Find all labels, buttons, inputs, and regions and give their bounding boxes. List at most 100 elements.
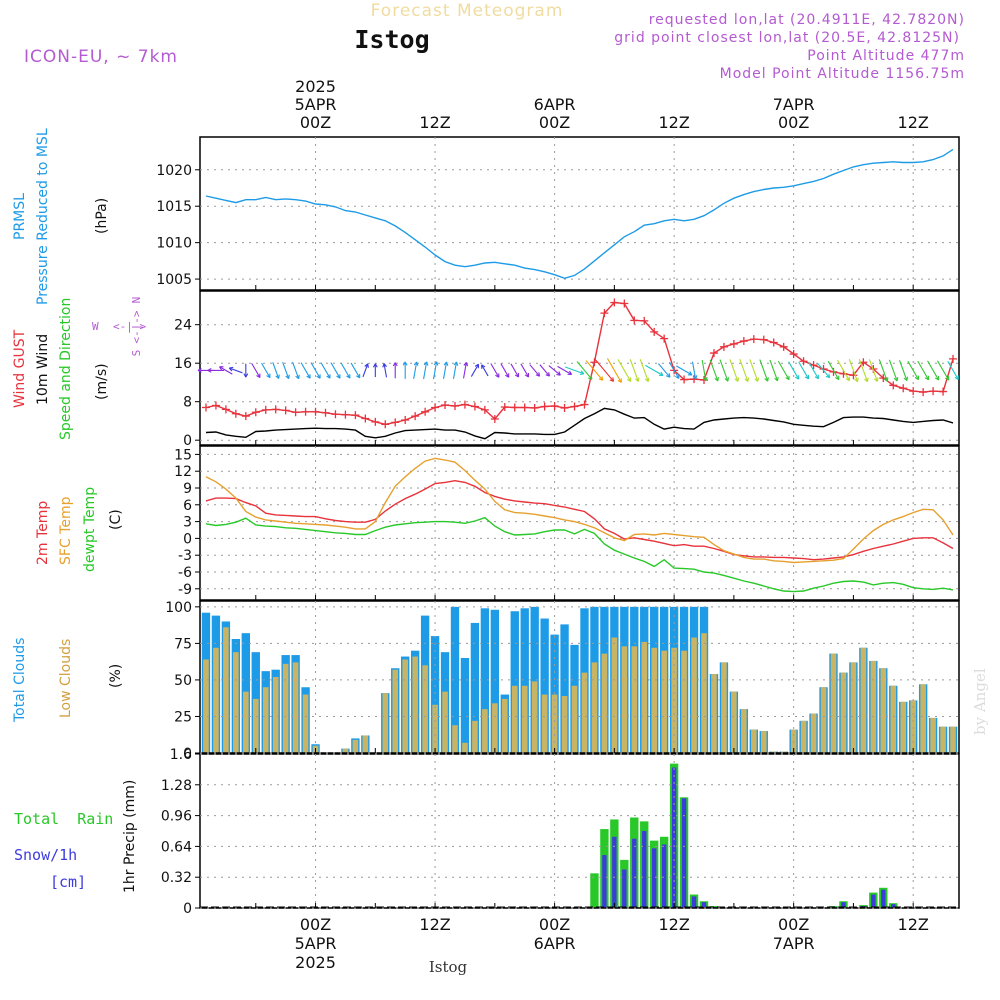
y-tick-label: 0 [183, 531, 192, 547]
y-tick-label: 3 [183, 515, 192, 531]
y-tick-label: 1010 [156, 236, 192, 252]
panel-frame [199, 136, 960, 291]
low-cloud-bar [651, 647, 657, 753]
low-cloud-bar [681, 650, 687, 753]
snow-bar [671, 767, 677, 908]
wind-arrow-head [854, 377, 859, 383]
wind-arrow [868, 359, 878, 382]
wind-unit: (m/s) [94, 363, 110, 400]
gust-marker [421, 407, 430, 416]
low-cloud-bar [551, 694, 558, 753]
wind-arrow-head [423, 361, 429, 366]
low-cloud-bar [621, 646, 628, 753]
wind-arrow [340, 362, 351, 379]
low-cloud-bar [661, 650, 667, 753]
wind-arrow-head [835, 375, 840, 381]
bottom-time-label: 00Z [300, 915, 331, 934]
snow-bar [602, 855, 607, 908]
wind-arrow-head [295, 374, 300, 380]
wind-arrow-head [514, 372, 520, 378]
bottom-time-label: 7APR [773, 934, 815, 953]
low-cloud-bar [860, 647, 867, 753]
low-cloud-bar [721, 662, 727, 753]
wind-arrow-head [864, 377, 869, 383]
low-cloud-bar [870, 660, 877, 753]
gust-marker [620, 299, 629, 308]
compass-west: W [92, 320, 99, 333]
low-cloud-bar [233, 652, 239, 753]
bottom-time-label: 6APR [534, 934, 576, 953]
wind-arrow [676, 365, 693, 376]
low-cloud-bar [462, 742, 468, 753]
gust-marker [759, 335, 768, 344]
wind-arrow [576, 361, 593, 380]
gust-marker [331, 410, 340, 419]
gust-marker [600, 309, 609, 318]
gust-marker [361, 414, 370, 423]
low-cloud-bar [402, 659, 408, 753]
total-cloud-bar [560, 624, 569, 753]
temp-dewpt-line [205, 516, 954, 593]
wind-arrow [658, 363, 671, 378]
wind-arrow [292, 361, 300, 379]
wind-arrow [788, 361, 800, 380]
gust-marker [570, 402, 579, 411]
wind-arrow-head [336, 374, 341, 379]
wind-arrow [510, 363, 520, 378]
wind-arrow [645, 364, 664, 376]
wind-arrow [539, 364, 550, 377]
wind-arrow-head [804, 374, 810, 380]
clouds-unit: (%) [108, 664, 124, 688]
wind-arrow-head [903, 376, 909, 382]
low-cloud-bar [561, 696, 568, 753]
low-cloud-bar [223, 627, 229, 753]
low-cloud-bar [352, 739, 359, 753]
wind-arrow [282, 361, 290, 379]
wind-arrow [320, 362, 331, 379]
y-tick-label: 1020 [156, 163, 192, 179]
gust-marker [540, 402, 549, 411]
precip-legend-snow-unit: [cm] [50, 873, 86, 891]
wind-arrow-head [893, 376, 899, 382]
top-time-label: 2025 [295, 77, 336, 96]
footer-station: Istog [429, 958, 468, 976]
wind-arrow-head [556, 371, 561, 376]
wind-arrow [490, 363, 500, 378]
wind-arrow-head [382, 363, 387, 368]
y-tick-label: 6 [183, 498, 192, 514]
total-cloud-bar [430, 636, 440, 753]
wind-arrow-head [658, 371, 664, 377]
compass-legend: W <-|-> N <-|-> S [92, 297, 146, 357]
low-cloud-bar [442, 691, 448, 753]
wind-arrow-head [495, 373, 500, 378]
wind-arrow-head [626, 377, 632, 382]
gust-marker [939, 387, 948, 396]
gust-marker [640, 316, 649, 325]
rain-bar [590, 873, 599, 908]
requested-coords: requested lon,lat (20.4911E, 42.7820N) [649, 12, 965, 28]
wind-arrow-head [545, 372, 550, 377]
y-tick-label: 25 [174, 709, 192, 725]
wind-arrow [585, 360, 604, 381]
wind-arrow [300, 362, 311, 379]
snow-bar [661, 844, 667, 908]
low-cloud-bar [492, 703, 498, 753]
gust-marker [610, 298, 619, 307]
precip-panel: 0 0.32 0.64 0.96 1.28 1.6 [161, 747, 960, 917]
gust-marker [650, 327, 659, 336]
low-cloud-bar [422, 665, 428, 753]
gust-marker [500, 402, 509, 411]
wind-arrow-head [845, 376, 850, 382]
snow-bar [701, 902, 707, 908]
wind-panel: 0 8 16 24 [174, 290, 960, 449]
top-time-label: 00Z [539, 113, 570, 132]
wind-arrow-head [744, 377, 750, 382]
low-cloud-bar [382, 693, 389, 753]
wind-arrow [251, 362, 261, 378]
wind-arrow [827, 360, 840, 380]
wind-arrow [769, 359, 779, 382]
wind-arrow-head [724, 377, 730, 382]
gust-marker [680, 375, 689, 384]
